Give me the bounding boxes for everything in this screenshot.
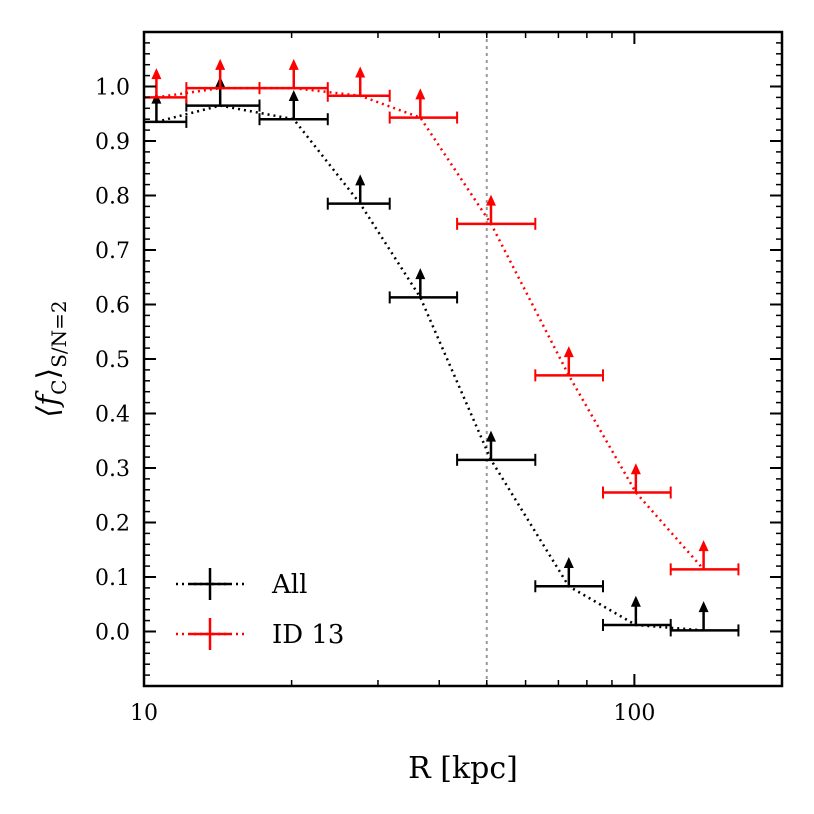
series-layer	[144, 58, 740, 637]
lower-limit-arrow-head	[563, 346, 574, 358]
y-tick-label: 0.1	[95, 566, 130, 591]
y-axis-label: ⟨fC⟩S/N=2	[31, 300, 71, 417]
legend-label-all: All	[271, 570, 307, 600]
axis-ticks	[143, 32, 783, 686]
plot-frame	[142, 30, 784, 688]
y-tick-label: 0.8	[95, 185, 130, 210]
y-tick-label: 0.6	[95, 294, 130, 319]
lower-limit-arrow-head	[698, 540, 709, 552]
series-line	[156, 86, 705, 571]
lower-limit-arrow-head	[288, 89, 299, 101]
legend-entry-id13: ID 13	[176, 618, 344, 650]
series-id13	[144, 58, 740, 576]
y-tick-label: 0.5	[95, 348, 130, 373]
lower-limit-arrow-head	[355, 174, 366, 186]
legend-label-id13: ID 13	[272, 620, 344, 650]
legend: All ID 13	[176, 568, 344, 650]
lower-limit-arrow-head	[485, 430, 496, 442]
lower-limit-arrow-head	[630, 463, 641, 475]
lower-limit-arrow-head	[698, 601, 709, 613]
y-axis-label-sub: C	[47, 380, 71, 395]
lower-limit-arrow-head	[563, 557, 574, 569]
y-tick-label: 0.2	[95, 512, 130, 537]
y-tick-label: 0.0	[95, 621, 130, 646]
plot-area	[144, 32, 740, 686]
x-tick-label: 10	[130, 701, 158, 726]
y-axis-label-close: ⟩	[31, 368, 66, 380]
y-tick-label: 0.4	[95, 403, 130, 428]
lower-limit-arrow-head	[151, 68, 162, 80]
series-all	[144, 76, 740, 637]
y-tick-labels: 0.0 0.1 0.2 0.3 0.4 0.5 0.6 0.7 0.8 0.9 1.0	[95, 76, 130, 646]
lower-limit-arrow-head	[288, 58, 299, 70]
y-tick-label: 0.9	[95, 130, 130, 155]
x-tick-labels: 10 100	[130, 701, 655, 726]
lower-limit-arrow-head	[215, 58, 226, 70]
svg-text:⟨fC⟩S/N=2: ⟨fC⟩S/N=2	[31, 300, 71, 417]
x-axis-label: R [kpc]	[408, 751, 518, 786]
lower-limit-arrow-head	[415, 88, 426, 100]
legend-entry-all: All	[176, 568, 307, 600]
y-axis-label-sub2: S/N=2	[47, 300, 71, 367]
lower-limit-arrow-head	[630, 595, 641, 607]
series-line	[156, 104, 704, 632]
lower-limit-arrow-head	[355, 66, 366, 78]
y-tick-label: 1.0	[95, 76, 130, 101]
y-tick-label: 0.7	[95, 239, 130, 264]
lower-limit-arrow-head	[485, 194, 496, 206]
y-tick-label: 0.3	[95, 457, 130, 482]
x-tick-label: 100	[613, 701, 655, 726]
lower-limit-arrow-head	[415, 268, 426, 280]
